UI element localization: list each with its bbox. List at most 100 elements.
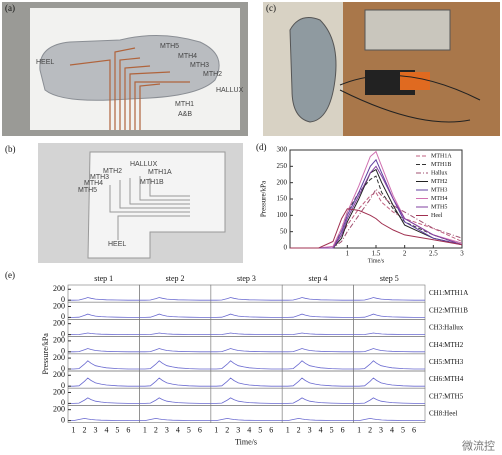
series-line bbox=[290, 165, 463, 249]
channel-label: CH4:MTH2 bbox=[429, 341, 464, 349]
x-tick-label: 2 bbox=[297, 425, 301, 434]
y-tick-label: 0 bbox=[284, 244, 288, 252]
panel-label: (a) bbox=[5, 3, 15, 13]
insole bbox=[289, 17, 337, 123]
x-tick-label: 3 bbox=[308, 425, 312, 434]
sensor-label: MTH1B bbox=[140, 179, 164, 186]
series-line bbox=[68, 360, 140, 370]
legend-label: MTH5 bbox=[431, 204, 447, 210]
x-tick-label: 4 bbox=[319, 425, 323, 434]
series-line bbox=[68, 332, 140, 335]
series-line bbox=[282, 417, 354, 421]
step-label: step 3 bbox=[237, 274, 256, 283]
series-line bbox=[210, 332, 283, 335]
sensor-label: MTH1A bbox=[148, 169, 172, 176]
channel-label: CH7:MTH5 bbox=[429, 392, 464, 400]
step-label: step 1 bbox=[94, 274, 113, 283]
x-tick-label: 2 bbox=[154, 425, 158, 434]
series-line bbox=[210, 360, 283, 370]
sensor-label: A&B bbox=[178, 111, 192, 118]
y-tick-label: 200 bbox=[53, 387, 65, 396]
sensor-label: MTH5 bbox=[78, 187, 97, 194]
series-line bbox=[282, 332, 354, 335]
series-line bbox=[68, 297, 140, 301]
series-line bbox=[139, 332, 211, 335]
x-axis-label: Time/s bbox=[368, 258, 385, 264]
traces bbox=[109, 176, 190, 240]
x-tick-label: 2 bbox=[368, 425, 372, 434]
legend-label: Heel bbox=[431, 213, 443, 219]
watermark: 微流控 bbox=[462, 439, 495, 453]
series-line bbox=[210, 377, 283, 387]
series-line bbox=[139, 377, 211, 387]
y-tick-label: 300 bbox=[277, 146, 288, 154]
y-tick-label: 200 bbox=[277, 178, 288, 186]
series-line bbox=[353, 313, 425, 318]
series-line bbox=[353, 360, 425, 370]
series-line bbox=[139, 348, 211, 353]
y-tick-label: 0 bbox=[61, 312, 65, 321]
series-line bbox=[210, 397, 283, 404]
y-tick-label: 0 bbox=[61, 295, 65, 304]
legend-label: Hallux bbox=[431, 170, 447, 176]
x-tick-label: 5 bbox=[115, 425, 119, 434]
sensor-label: MTH2 bbox=[203, 71, 222, 78]
x-tick-label: 4 bbox=[390, 425, 394, 434]
x-tick-label: 3 bbox=[379, 425, 383, 434]
series-line bbox=[139, 417, 211, 421]
series-line bbox=[68, 417, 140, 421]
y-tick-label: 200 bbox=[53, 336, 65, 345]
x-tick-label: 3 bbox=[460, 250, 464, 258]
series-line bbox=[290, 208, 463, 249]
photo-c bbox=[263, 2, 500, 136]
series-line bbox=[282, 360, 354, 370]
channel-label: CH6:MTH4 bbox=[429, 375, 464, 383]
y-tick-label: 250 bbox=[277, 162, 288, 170]
sensor-label: MTH4 bbox=[84, 180, 103, 187]
x-tick-label: 1 bbox=[214, 425, 218, 434]
series-line bbox=[353, 297, 425, 301]
y-tick-label: 200 bbox=[53, 370, 65, 379]
panel-label: (d) bbox=[256, 142, 267, 152]
cables bbox=[339, 74, 481, 123]
sensor-label: MTH1 bbox=[175, 101, 194, 108]
x-tick-label: 3 bbox=[93, 425, 97, 434]
series-line bbox=[139, 360, 211, 370]
series-line bbox=[68, 348, 140, 353]
panel-label: (e) bbox=[5, 270, 15, 280]
sensor-label: MTH4 bbox=[178, 53, 197, 60]
y-tick-label: 0 bbox=[61, 415, 65, 424]
y-tick-label: 0 bbox=[61, 398, 65, 407]
x-tick-label: 5 bbox=[330, 425, 334, 434]
x-tick-label: 1 bbox=[143, 425, 147, 434]
sensor-label: HEEL bbox=[108, 241, 126, 248]
x-tick-label: 2 bbox=[225, 425, 229, 434]
step-label: step 4 bbox=[308, 274, 327, 283]
series-line bbox=[353, 332, 425, 335]
channel-label: CH8:Heel bbox=[429, 410, 457, 418]
series-line bbox=[353, 397, 425, 404]
x-tick-label: 2 bbox=[403, 250, 407, 258]
sensor-label: HALLUX bbox=[130, 161, 158, 168]
diagram-b: HALLUX MTH2 MTH1A MTH3 MTH1B MTH4 MTH5 H… bbox=[38, 143, 243, 263]
series-line bbox=[210, 348, 283, 353]
x-tick-label: 1 bbox=[346, 250, 350, 258]
panel-label: (b) bbox=[5, 144, 16, 154]
y-tick-label: 200 bbox=[53, 301, 65, 310]
sensor-label: HEEL bbox=[36, 59, 54, 66]
step-label: step 2 bbox=[166, 274, 185, 283]
sensor-label: MTH3 bbox=[190, 62, 209, 69]
connector bbox=[400, 72, 430, 90]
series-line bbox=[282, 297, 354, 301]
series-line bbox=[210, 297, 283, 301]
y-tick-label: 0 bbox=[61, 364, 65, 373]
y-tick-label: 50 bbox=[280, 227, 288, 235]
x-tick-label: 5 bbox=[401, 425, 405, 434]
sensor-label: MTH3 bbox=[90, 174, 109, 181]
series-line bbox=[139, 397, 211, 404]
x-tick-label: 1.5 bbox=[372, 250, 381, 258]
strip-frame bbox=[353, 405, 426, 423]
series-line bbox=[282, 313, 354, 318]
series-line bbox=[139, 313, 211, 318]
